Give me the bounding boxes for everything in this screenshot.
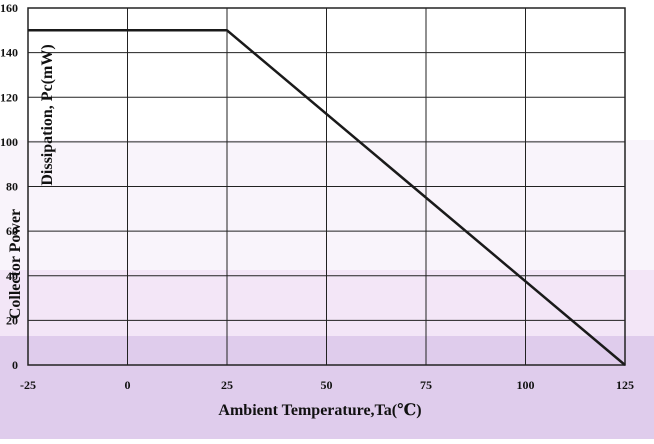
series-line-0 (28, 29, 626, 366)
x-tick-label: 100 (517, 378, 535, 392)
grid (28, 8, 625, 365)
x-tick-label: 0 (125, 378, 131, 392)
y-tick-label: 80 (6, 180, 18, 194)
y-tick-label: 100 (0, 135, 18, 149)
y-axis-label-bottom: Collector Power (7, 209, 24, 319)
y-tick-label: 40 (6, 269, 18, 283)
x-tick-label: 25 (221, 378, 233, 392)
y-tick-label: 0 (12, 358, 18, 372)
x-tick-label: -25 (20, 378, 36, 392)
plot-frame-rect (27, 7, 626, 366)
y-axis-label-top: Dissipation, Pc(mW) (39, 44, 56, 185)
y-tick-label: 60 (6, 224, 18, 238)
x-tick-label: 50 (321, 378, 333, 392)
x-tick-labels: -25 0 25 50 75 100 125 (20, 378, 634, 392)
y-tick-labels: 0 20 40 60 80 100 120 140 160 (0, 1, 18, 372)
y-tick-label: 140 (0, 46, 18, 60)
y-tick-label: 120 (0, 90, 18, 104)
series-layer (28, 29, 626, 366)
x-tick-label: 125 (616, 378, 634, 392)
y-tick-label: 160 (0, 1, 18, 15)
y-tick-label: 20 (6, 313, 18, 327)
x-tick-label: 75 (420, 378, 432, 392)
plot-frame (27, 7, 626, 366)
x-axis-label: Ambient Temperature,Ta(℃) (218, 402, 421, 419)
